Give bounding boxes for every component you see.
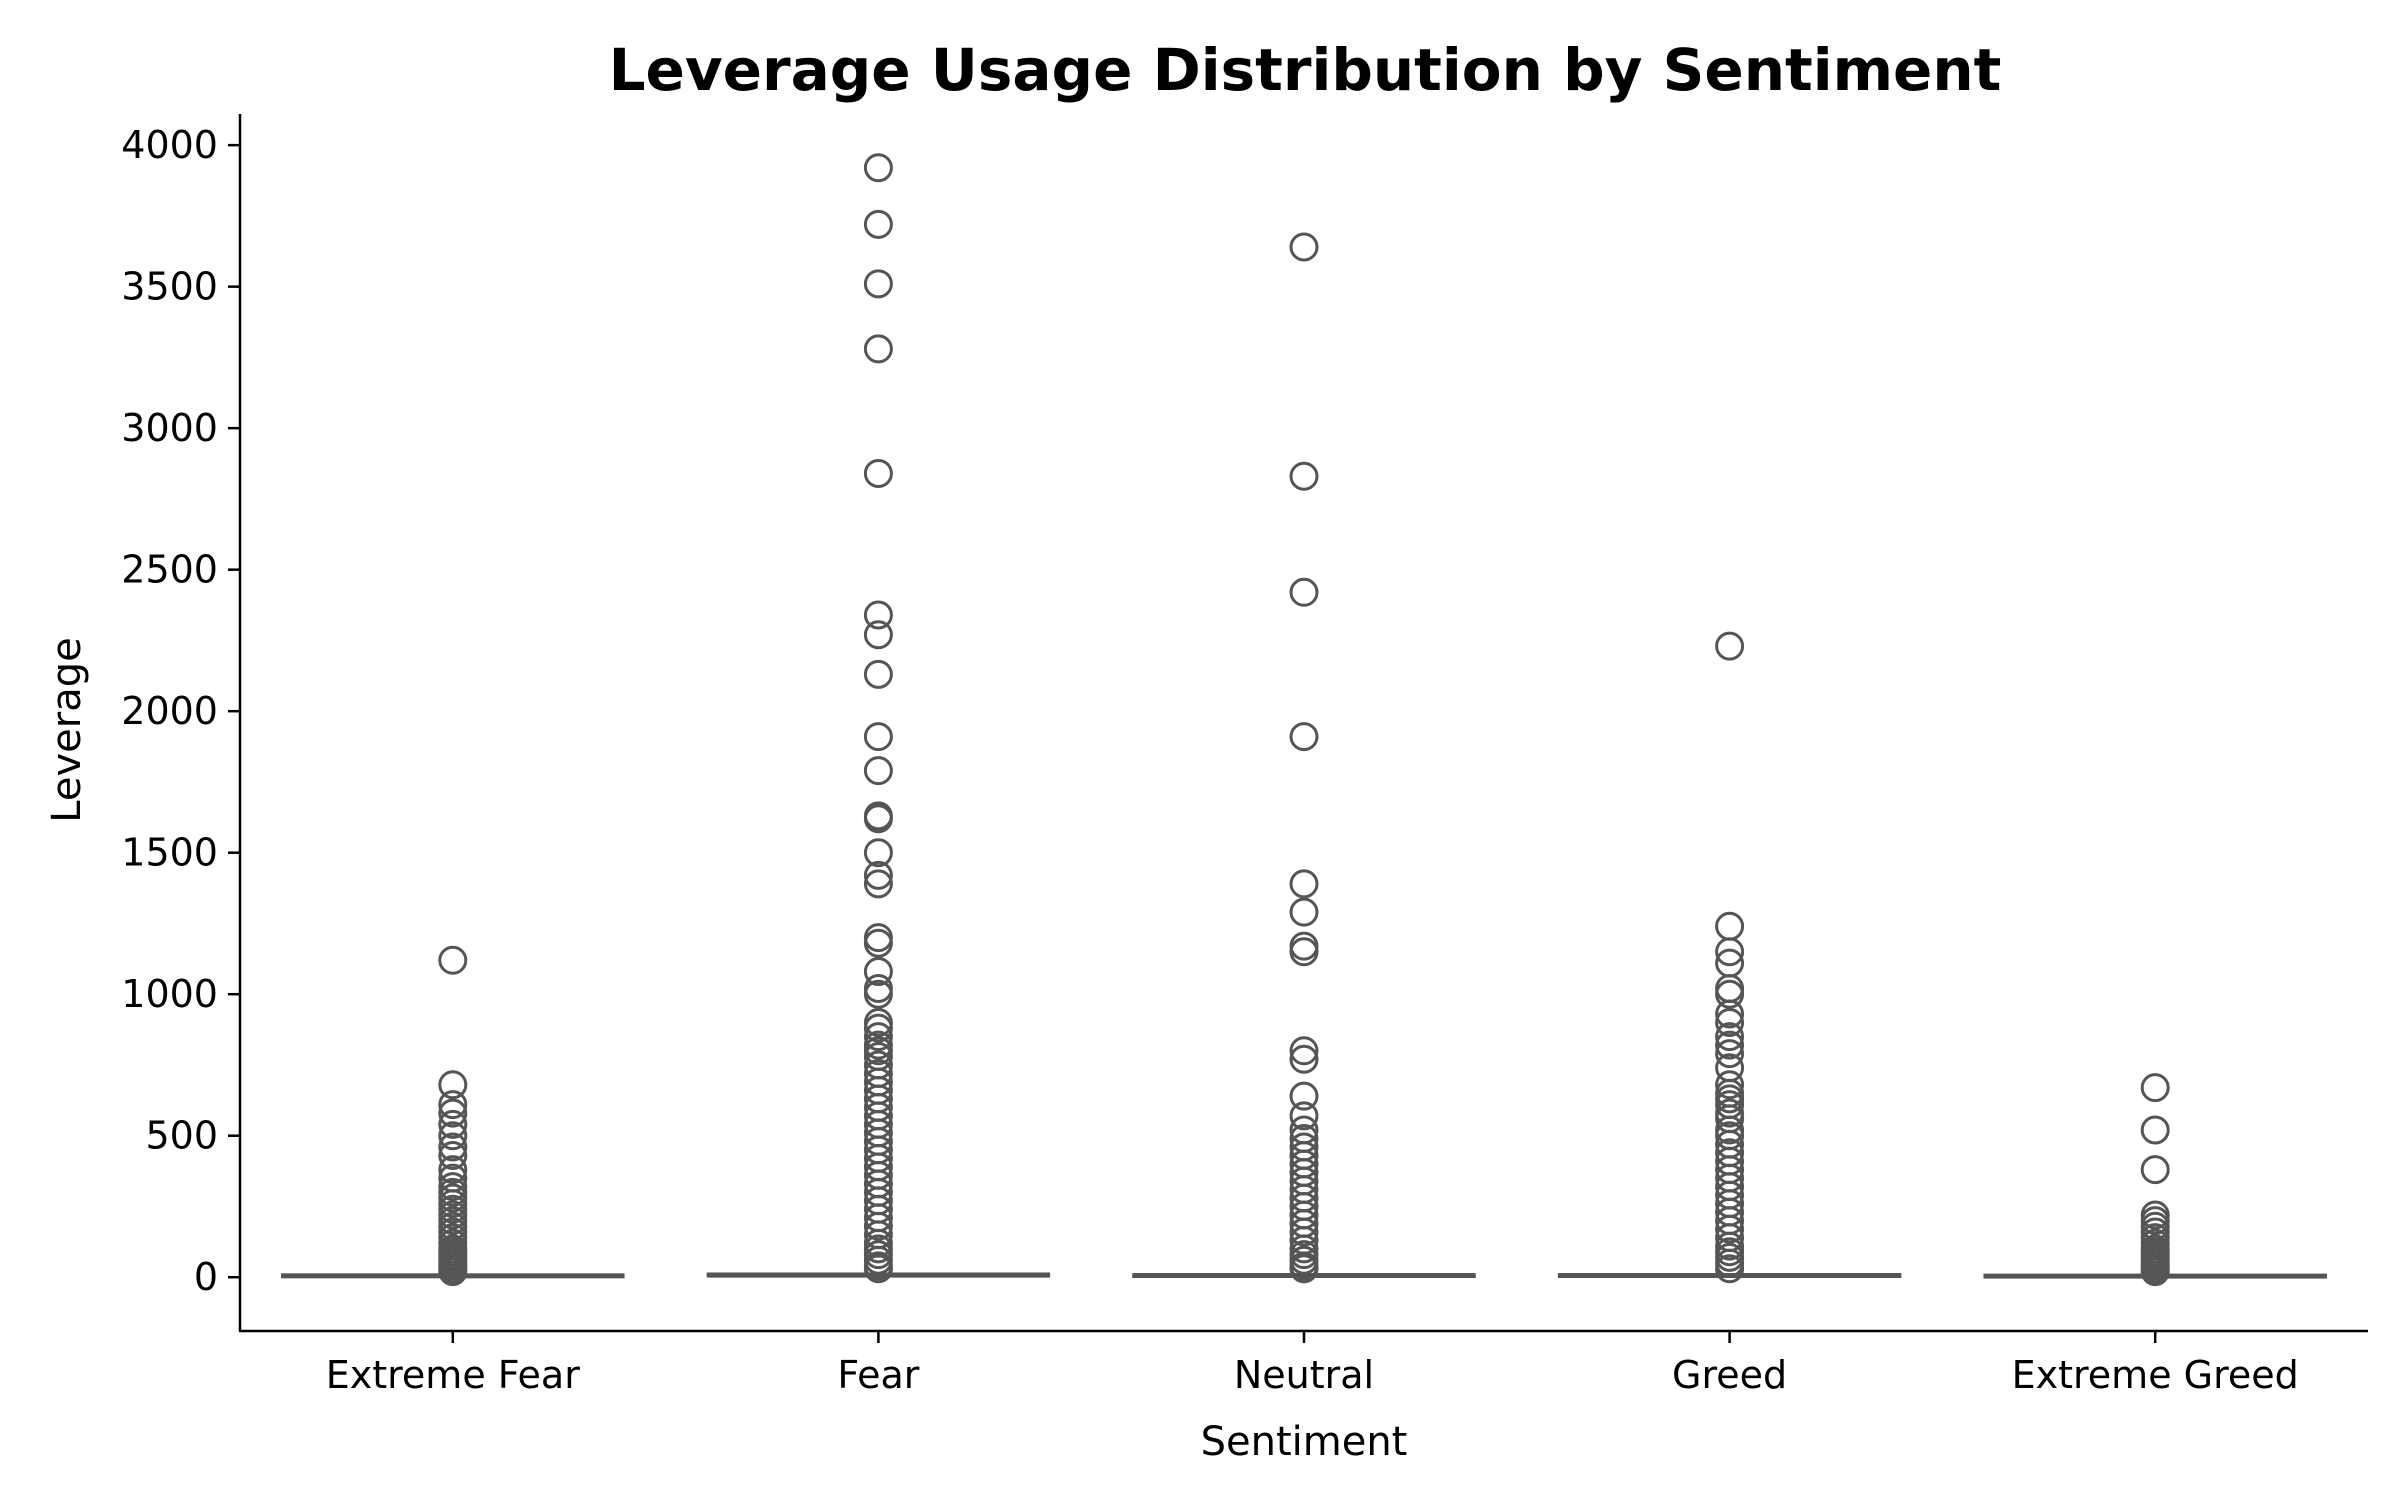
outlier-neutral: [1289, 1217, 1319, 1247]
outlier-fear: [863, 153, 893, 183]
outlier-fear: [863, 722, 893, 752]
outlier-greed: [1715, 948, 1745, 978]
outlier-neutral: [1289, 897, 1319, 927]
outlier-neutral: [1289, 1101, 1319, 1131]
outlier-greed: [1715, 999, 1745, 1029]
outlier-greed: [1715, 1030, 1745, 1060]
x-tick-label-extreme-fear: Extreme Fear: [326, 1353, 580, 1397]
outlier-neutral: [1289, 577, 1319, 607]
outlier-extreme-fear: [438, 1132, 468, 1162]
outlier-extreme-fear: [438, 1098, 468, 1128]
outlier-greed: [1715, 1214, 1745, 1244]
outlier-neutral: [1289, 1036, 1319, 1066]
outlier-fear: [863, 600, 893, 630]
box-extreme-greed: [1983, 1073, 2327, 1287]
x-ticks: Extreme Fear Fear Neutral Greed Extreme Gree…: [326, 1331, 2299, 1397]
y-tick-label-1500: 1500: [121, 831, 218, 875]
outlier-fear: [863, 860, 893, 890]
x-tick-label-fear: Fear: [837, 1353, 919, 1397]
outlier-neutral: [1289, 722, 1319, 752]
outlier-neutral: [1289, 937, 1319, 967]
outlier-extreme-greed: [2140, 1115, 2170, 1145]
outlier-fear: [863, 1254, 893, 1284]
outlier-greed: [1715, 1242, 1745, 1272]
outlier-extreme-fear: [438, 1090, 468, 1120]
outlier-extreme-fear: [438, 1121, 468, 1151]
outlier-extreme-fear: [438, 1109, 468, 1139]
outlier-greed: [1715, 1254, 1745, 1284]
outlier-fear: [863, 838, 893, 868]
y-tick-label-2000: 2000: [121, 689, 218, 733]
outlier-greed: [1715, 1022, 1745, 1052]
outlier-fear: [863, 620, 893, 650]
outlier-fear: [863, 269, 893, 299]
outlier-fear: [863, 659, 893, 689]
x-axis-label: Sentiment: [1201, 1419, 1408, 1465]
outlier-neutral: [1289, 931, 1319, 961]
outlier-extreme-greed: [2140, 1155, 2170, 1185]
outlier-greed: [1715, 631, 1745, 661]
outlier-greed: [1715, 1070, 1745, 1100]
outlier-greed: [1715, 979, 1745, 1009]
outlier-greed: [1715, 1008, 1745, 1038]
chart-title: Leverage Usage Distribution by Sentiment: [609, 36, 2002, 104]
outlier-fear: [863, 458, 893, 488]
outlier-greed: [1715, 937, 1745, 967]
y-tick-label-4000: 4000: [121, 123, 218, 167]
outlier-fear: [863, 957, 893, 987]
box-greed: [1557, 631, 1902, 1284]
outlier-fear: [863, 974, 893, 1004]
outlier-fear: [863, 869, 893, 899]
outlier-neutral: [1289, 1044, 1319, 1074]
outlier-neutral: [1289, 869, 1319, 899]
outlier-fear: [863, 923, 893, 953]
outlier-neutral: [1289, 1254, 1319, 1284]
y-tick-label-2500: 2500: [121, 548, 218, 592]
outlier-neutral: [1289, 232, 1319, 262]
outlier-neutral: [1289, 1081, 1319, 1111]
outlier-fear: [863, 756, 893, 786]
outlier-extreme-greed: [2140, 1257, 2170, 1287]
box-extreme-fear: [281, 945, 625, 1287]
outlier-extreme-fear: [438, 1141, 468, 1171]
y-axis-label: Leverage: [44, 637, 90, 822]
y-tick-label-500: 500: [145, 1114, 218, 1158]
outlier-fear: [863, 1211, 893, 1241]
outlier-extreme-fear: [438, 1155, 468, 1185]
y-tick-label-0: 0: [194, 1255, 218, 1299]
y-tick-label-3000: 3000: [121, 406, 218, 450]
outlier-greed: [1715, 911, 1745, 941]
y-tick-label-3500: 3500: [121, 265, 218, 309]
outlier-fear: [863, 209, 893, 239]
outlier-greed: [1715, 1248, 1745, 1278]
box-neutral: [1132, 232, 1476, 1284]
x-tick-label-greed: Greed: [1672, 1353, 1787, 1397]
outlier-fear: [863, 928, 893, 958]
boxes: [281, 153, 2327, 1287]
box-fear: [706, 153, 1051, 1284]
outlier-extreme-fear: [438, 945, 468, 975]
x-tick-label-neutral: Neutral: [1234, 1353, 1374, 1397]
y-ticks: 0 500 1000 1500 2000 2500 3000 3500 4000: [121, 123, 240, 1299]
outlier-extreme-fear: [438, 1257, 468, 1287]
outlier-fear: [863, 804, 893, 834]
outlier-greed: [1715, 974, 1745, 1004]
outlier-neutral: [1289, 461, 1319, 491]
outlier-fear: [863, 334, 893, 364]
y-tick-label-1000: 1000: [121, 972, 218, 1016]
x-tick-label-extreme-greed: Extreme Greed: [2012, 1353, 2299, 1397]
outlier-extreme-greed: [2140, 1073, 2170, 1103]
outlier-fear: [863, 979, 893, 1009]
outlier-fear: [863, 1013, 893, 1043]
outlier-extreme-fear: [438, 1070, 468, 1100]
outlier-greed: [1715, 1039, 1745, 1069]
outlier-fear: [863, 1022, 893, 1052]
